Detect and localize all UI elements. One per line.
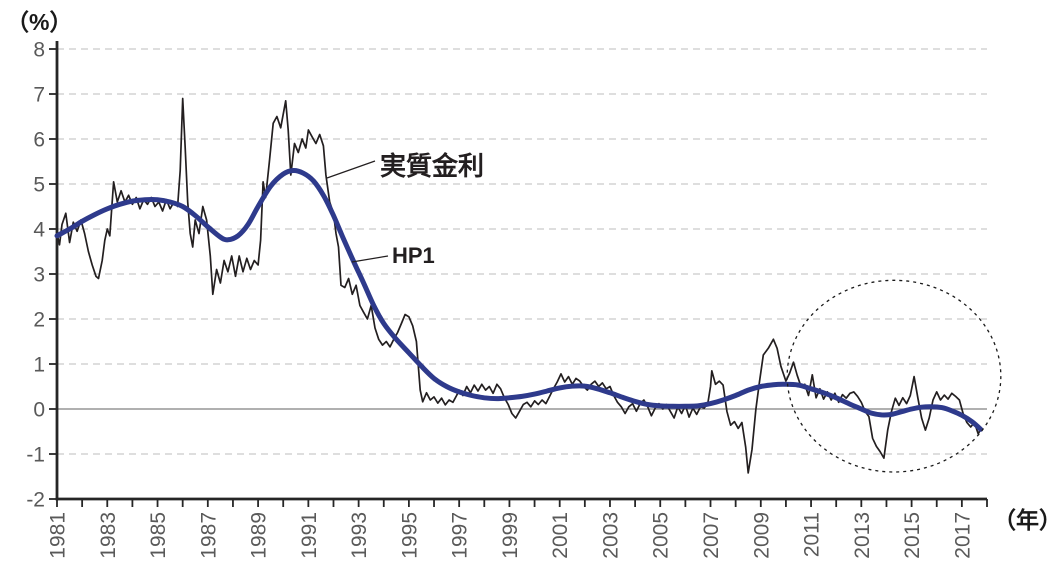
x-tick-label: 2005 [650,512,673,559]
x-tick-label: 1995 [398,512,421,559]
y-axis-unit-label: （%） [6,9,72,35]
y-tick-label: 3 [33,264,45,287]
x-tick-label: 1991 [298,512,321,559]
y-tick-label: 1 [33,354,45,377]
y-tick-label: 0 [33,399,45,422]
hp1-leader-line [351,255,389,263]
y-tick-label: 4 [33,219,45,242]
hp1-trend-line [54,167,984,432]
x-tick-label: 2013 [851,512,874,559]
annotation-real-rate-label: 実質金利 [380,151,484,181]
real-rate-line [56,97,982,474]
x-tick-label: 2015 [901,512,924,559]
x-tick-label: 1983 [97,512,120,559]
x-tick-label: 2017 [951,512,974,559]
x-axis-unit-label: （年） [993,507,1047,533]
y-tick-label: -1 [26,444,45,467]
annotation-hp1-label: HP1 [392,243,435,268]
x-tick-label: 2007 [700,512,723,559]
gridlines [57,48,987,455]
real-rate-leader-line [326,160,376,179]
x-tick-label: 1985 [147,512,170,559]
highlight-ellipse [786,279,1002,473]
series-lines [54,97,984,474]
annotation-group: 実質金利 HP1 [326,151,484,268]
x-tick-label: 2011 [801,512,824,557]
x-tick-label: 1981 [47,512,70,559]
x-tick-label: 1989 [248,512,271,559]
x-tick-label: 1993 [348,512,371,559]
x-tick-label: 1997 [449,512,472,559]
x-tick-label: 2001 [549,512,572,559]
x-tick-label: 2009 [750,512,773,559]
highlight-layer [786,279,1002,473]
x-tick-label: 1999 [499,512,522,559]
y-tick-label: 2 [33,309,45,332]
y-tick-label: 5 [33,174,45,197]
y-tick-label: 8 [33,39,45,62]
x-tick-label: 1987 [197,512,220,559]
axes [49,41,988,507]
y-tick-label: -2 [26,489,45,512]
y-tick-label: 6 [33,129,45,152]
y-tick-label: 7 [33,84,45,107]
x-tick-label: 2003 [599,512,622,559]
